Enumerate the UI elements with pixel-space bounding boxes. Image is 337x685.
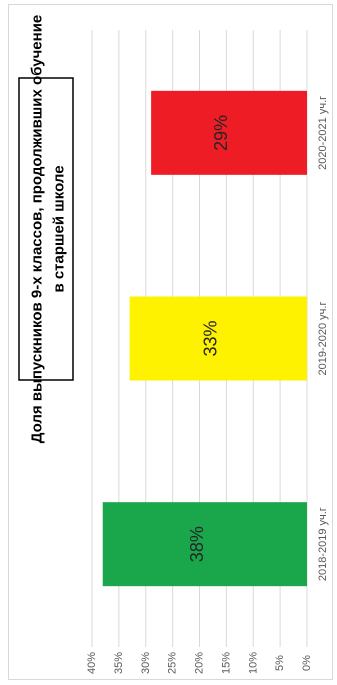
category-label: 2019-2020 уч.г — [317, 302, 329, 376]
bar-data-label: 33% — [200, 320, 220, 356]
value-tick-label: 40% — [86, 652, 98, 674]
chart-title-line: Доля выпускников 9-х классов, продолживш… — [29, 15, 46, 444]
chart-title-line: в старшей школе — [51, 165, 68, 292]
bar — [102, 502, 307, 587]
value-tick-label: 5% — [274, 655, 286, 671]
bar — [151, 90, 307, 175]
value-tick-label: 20% — [194, 652, 206, 674]
value-tick-label: 15% — [220, 652, 232, 674]
category-label: 2018-2019 уч.г — [317, 507, 329, 581]
value-tick-label: 35% — [113, 652, 125, 674]
value-tick-label: 25% — [167, 652, 179, 674]
value-tick-label: 30% — [140, 652, 152, 674]
bar-data-label: 38% — [187, 526, 207, 562]
title-box — [18, 77, 74, 381]
value-tick-label: 10% — [247, 652, 259, 674]
bar — [129, 296, 307, 381]
category-label: 2020-2021 уч.г — [317, 96, 329, 170]
value-tick-label: 0% — [301, 655, 313, 671]
bar-data-label: 29% — [211, 115, 231, 151]
